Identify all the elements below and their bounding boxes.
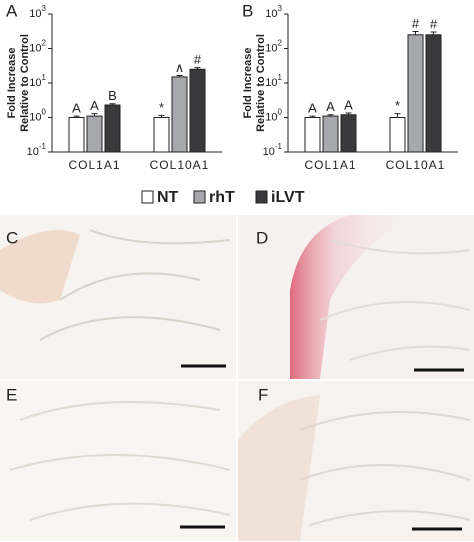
y-axis-label: Relative to Control — [255, 34, 267, 132]
error-bar — [430, 31, 437, 35]
annotation: A — [90, 98, 99, 113]
bar — [68, 117, 85, 153]
legend-label: rhT — [209, 189, 235, 206]
annotation: A — [308, 101, 317, 116]
bar — [153, 117, 170, 153]
error-bar — [345, 112, 352, 115]
error-bar — [394, 113, 401, 118]
y-tick-label: 102 — [29, 39, 46, 55]
bar — [425, 34, 442, 153]
bar — [389, 117, 406, 153]
y-tick-label: 101 — [29, 73, 46, 89]
bar — [407, 34, 424, 153]
bar — [189, 68, 206, 153]
panel-label: C — [6, 228, 18, 247]
bar — [322, 115, 339, 153]
annotation: # — [194, 52, 202, 67]
x-tick-label: COL10A1 — [386, 158, 446, 172]
error-bar — [158, 114, 165, 118]
micrograph-c — [0, 215, 236, 379]
panel-label: F — [258, 385, 268, 404]
annotation: * — [395, 98, 400, 113]
legend-swatch — [193, 190, 206, 204]
error-bar — [412, 31, 419, 35]
y-tick-label: 100 — [29, 108, 46, 124]
error-bar — [91, 113, 98, 117]
y-tick-label: 103 — [29, 4, 46, 20]
legend-swatch — [255, 190, 268, 204]
micrograph-e — [0, 381, 236, 541]
legend-label: NT — [157, 189, 179, 206]
bar — [304, 117, 321, 153]
error-bar — [194, 67, 201, 70]
y-tick-label: 100 — [265, 108, 282, 124]
annotation: B — [108, 88, 117, 103]
bar — [86, 115, 103, 153]
error-bar — [327, 114, 334, 117]
annotation: # — [412, 16, 420, 31]
micrograph-f — [238, 381, 474, 541]
error-bar — [176, 74, 183, 77]
bar — [104, 104, 121, 153]
legend-label: iLVT — [271, 189, 305, 206]
annotation: A — [72, 101, 81, 116]
bar — [171, 76, 188, 153]
panel-label: D — [256, 228, 268, 247]
bar — [340, 114, 357, 153]
y-axis-label: Relative to Control — [19, 34, 31, 132]
error-bar — [109, 103, 116, 106]
y-tick-label: 103 — [265, 4, 282, 20]
y-tick-label: 101 — [265, 73, 282, 89]
x-tick-label: COL1A1 — [68, 158, 120, 172]
annotation: * — [159, 100, 164, 115]
annotation: A — [344, 97, 353, 112]
y-tick-label: 10-1 — [263, 142, 283, 158]
x-tick-label: COL1A1 — [304, 158, 356, 172]
annotation: ∧ — [175, 60, 185, 75]
panel-label: A — [6, 1, 18, 20]
annotation: # — [430, 16, 438, 31]
legend-swatch — [141, 190, 154, 204]
x-tick-label: COL10A1 — [150, 158, 210, 172]
y-tick-label: 102 — [265, 39, 282, 55]
y-tick-label: 10-1 — [27, 142, 47, 158]
y-axis-label: Fold Increase — [242, 48, 254, 119]
annotation: A — [326, 99, 335, 114]
error-bar — [309, 115, 316, 118]
y-axis-label: Fold Increase — [6, 48, 18, 119]
error-bar — [73, 115, 80, 118]
panel-label: B — [242, 1, 253, 20]
micrograph-d — [238, 215, 474, 379]
panel-label: E — [6, 385, 17, 404]
